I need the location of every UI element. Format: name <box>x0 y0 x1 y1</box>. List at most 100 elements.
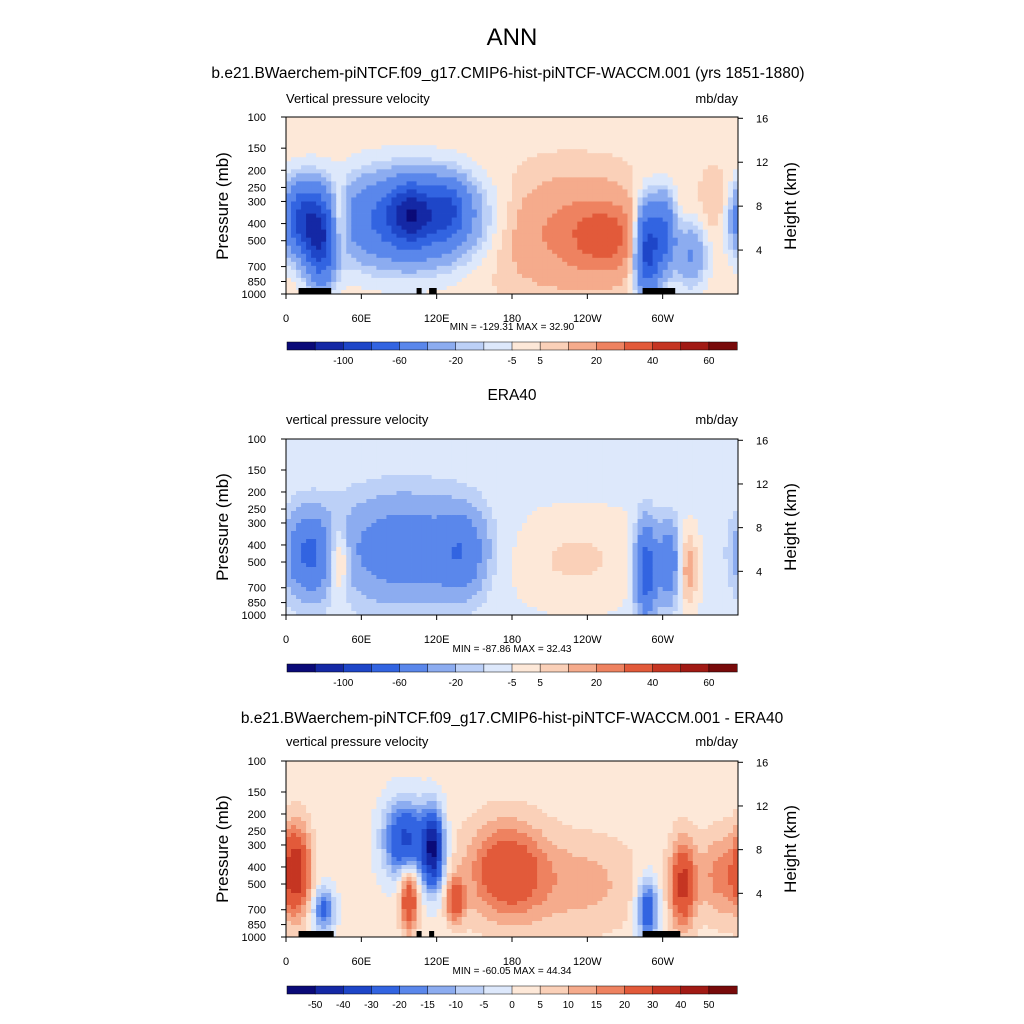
panel-1-cell <box>677 281 684 287</box>
panel-1-cell <box>612 217 618 222</box>
panel-2-cell <box>371 467 377 472</box>
panel-2-cell <box>381 603 387 608</box>
panel-2-cell <box>361 479 367 484</box>
panel-1-cell <box>486 165 493 170</box>
panel-1-cell <box>692 205 699 210</box>
panel-1-cell <box>642 189 648 194</box>
panel-1-cell <box>306 117 312 122</box>
panel-2-cell <box>316 511 322 516</box>
panel-1-cell <box>416 181 422 186</box>
panel-2-cell <box>366 575 372 580</box>
panel-1-cell <box>406 281 412 287</box>
panel-2-cell <box>386 607 392 612</box>
panel-1-cell <box>672 277 679 283</box>
panel-1-cell <box>612 177 618 182</box>
panel-1-cell <box>572 285 578 291</box>
panel-1-cell <box>301 133 307 138</box>
panel-1-cell <box>707 185 714 190</box>
panel-2-cell <box>341 507 347 512</box>
panel-1-cell <box>667 217 674 222</box>
panel-1-cell <box>572 137 578 142</box>
panel-1-cell <box>562 141 568 146</box>
panel-2-cell <box>376 447 382 452</box>
panel-1-cell <box>456 237 463 243</box>
panel-2-cell <box>346 503 352 508</box>
panel-1-cell <box>562 157 568 162</box>
panel-2-cell <box>321 475 327 480</box>
panel-2-cell <box>386 591 392 596</box>
panel-1-cell <box>577 213 583 218</box>
panel-1-cell <box>306 265 312 271</box>
panel-1-cell <box>717 265 724 271</box>
panel-2-cell <box>301 567 307 572</box>
panel-1-cell <box>687 117 694 122</box>
panel-2-cell <box>386 455 392 460</box>
panel-2-cell <box>386 479 392 484</box>
panel-1-cell <box>356 141 362 146</box>
panel-2-cell <box>386 491 392 496</box>
panel-1-cell <box>577 257 583 263</box>
panel-1-cell <box>386 241 392 247</box>
panel-1-cell <box>371 209 377 214</box>
panel-1-cell <box>296 185 302 190</box>
panel-1-cell <box>572 161 578 166</box>
panel-1-cell <box>451 209 458 214</box>
panel-1-cell <box>682 157 689 162</box>
panel-1-cell <box>617 289 623 295</box>
panel-1-cell <box>562 197 568 202</box>
panel-1-cell <box>391 245 397 251</box>
panel-2-cell <box>366 559 372 564</box>
panel-1-cell <box>331 233 337 239</box>
panel-1-ytick-label: 200 <box>248 165 266 177</box>
panel-2-cell <box>381 575 387 580</box>
panel-1-cell <box>446 205 453 210</box>
panel-1-cell <box>436 165 443 170</box>
panel-1-cell <box>597 237 603 243</box>
panel-1-cell <box>421 245 428 251</box>
panel-1-cell <box>687 253 694 259</box>
panel-1-cell <box>486 193 493 198</box>
panel-1-cell <box>662 197 669 202</box>
panel-1-cell <box>542 237 548 243</box>
panel-1-cell <box>446 177 453 182</box>
panel-1-cell <box>537 213 543 218</box>
panel-1-cell <box>451 129 458 134</box>
panel-1-cell <box>301 141 307 146</box>
panel-2-cell <box>306 531 312 536</box>
panel-1-cell <box>582 217 588 222</box>
panel-1-cell <box>501 225 508 231</box>
panel-1-cell <box>537 277 543 283</box>
panel-1-cell <box>506 285 513 291</box>
panel-1-cell <box>542 173 548 178</box>
panel-1-cell <box>376 121 382 126</box>
panel-1-cell <box>682 181 689 186</box>
panel-2-cell <box>316 467 322 472</box>
panel-1-cell <box>341 245 347 251</box>
panel-2-cell <box>371 551 377 556</box>
panel-1-cell <box>461 205 468 210</box>
panel-1-cell <box>371 253 377 259</box>
panel-1-cell <box>562 281 568 287</box>
panel-1-cell <box>331 269 337 275</box>
panel-1-cell <box>517 225 523 231</box>
panel-1-cell <box>466 169 473 174</box>
panel-1-cell <box>291 185 297 190</box>
panel-2-cell <box>321 455 327 460</box>
panel-1-cell <box>577 117 583 122</box>
panel-2-cell <box>316 499 322 504</box>
panel-1-cell <box>617 173 623 178</box>
panel-1-cell <box>707 201 714 206</box>
panel-1-cell <box>341 193 347 198</box>
panel-2-cell <box>311 599 317 604</box>
panel-1-cell <box>632 289 638 295</box>
panel-2-cell <box>286 551 292 556</box>
panel-1-cell <box>512 245 518 251</box>
panel-1-cell <box>291 157 297 162</box>
panel-1-cell <box>577 281 583 287</box>
panel-1-cell <box>376 253 382 259</box>
panel-1-cell <box>496 193 503 198</box>
panel-1-cell <box>301 261 307 267</box>
panel-1-cell <box>617 269 623 275</box>
panel-1-cell <box>286 213 292 218</box>
panel-2-cell <box>286 463 292 468</box>
